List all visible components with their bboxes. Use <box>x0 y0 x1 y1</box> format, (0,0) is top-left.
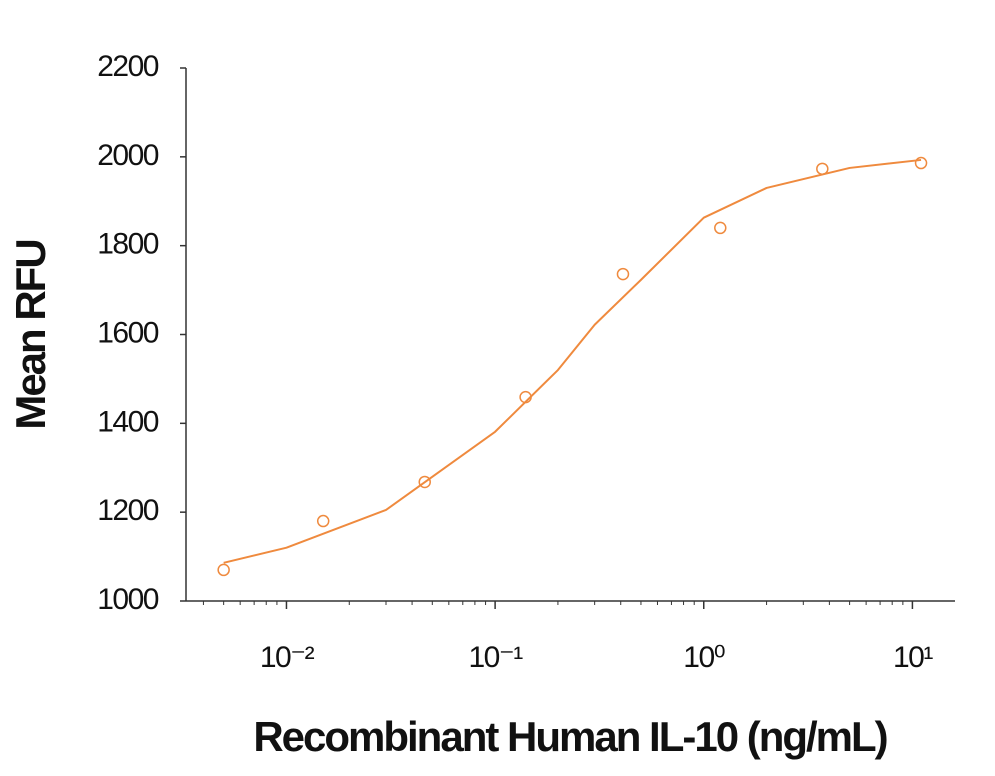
data-point <box>616 267 630 281</box>
x-tick-label: 10¹ <box>893 641 933 674</box>
x-axis-title: Recombinant Human IL-10 (ng/mL) <box>253 713 886 760</box>
data-point <box>418 475 431 489</box>
x-tick-label: 10⁰ <box>683 641 724 674</box>
y-tick-label: 2200 <box>97 50 159 83</box>
x-tick-label: 10⁻¹ <box>469 641 524 674</box>
data-point <box>914 156 928 170</box>
data-point <box>217 563 230 577</box>
data-point <box>316 514 330 528</box>
y-tick-label: 2000 <box>97 139 159 172</box>
y-tick-label: 1600 <box>97 316 159 349</box>
y-tick-label: 1000 <box>97 583 159 616</box>
y-tick-label: 1800 <box>97 228 159 261</box>
fit-curve <box>223 158 922 564</box>
y-tick-label: 1400 <box>97 405 159 438</box>
y-tick-label: 1200 <box>97 494 159 527</box>
x-tick-label: 10⁻² <box>260 641 315 674</box>
data-point <box>714 221 727 235</box>
y-axis-title: Mean RFU <box>7 240 54 429</box>
